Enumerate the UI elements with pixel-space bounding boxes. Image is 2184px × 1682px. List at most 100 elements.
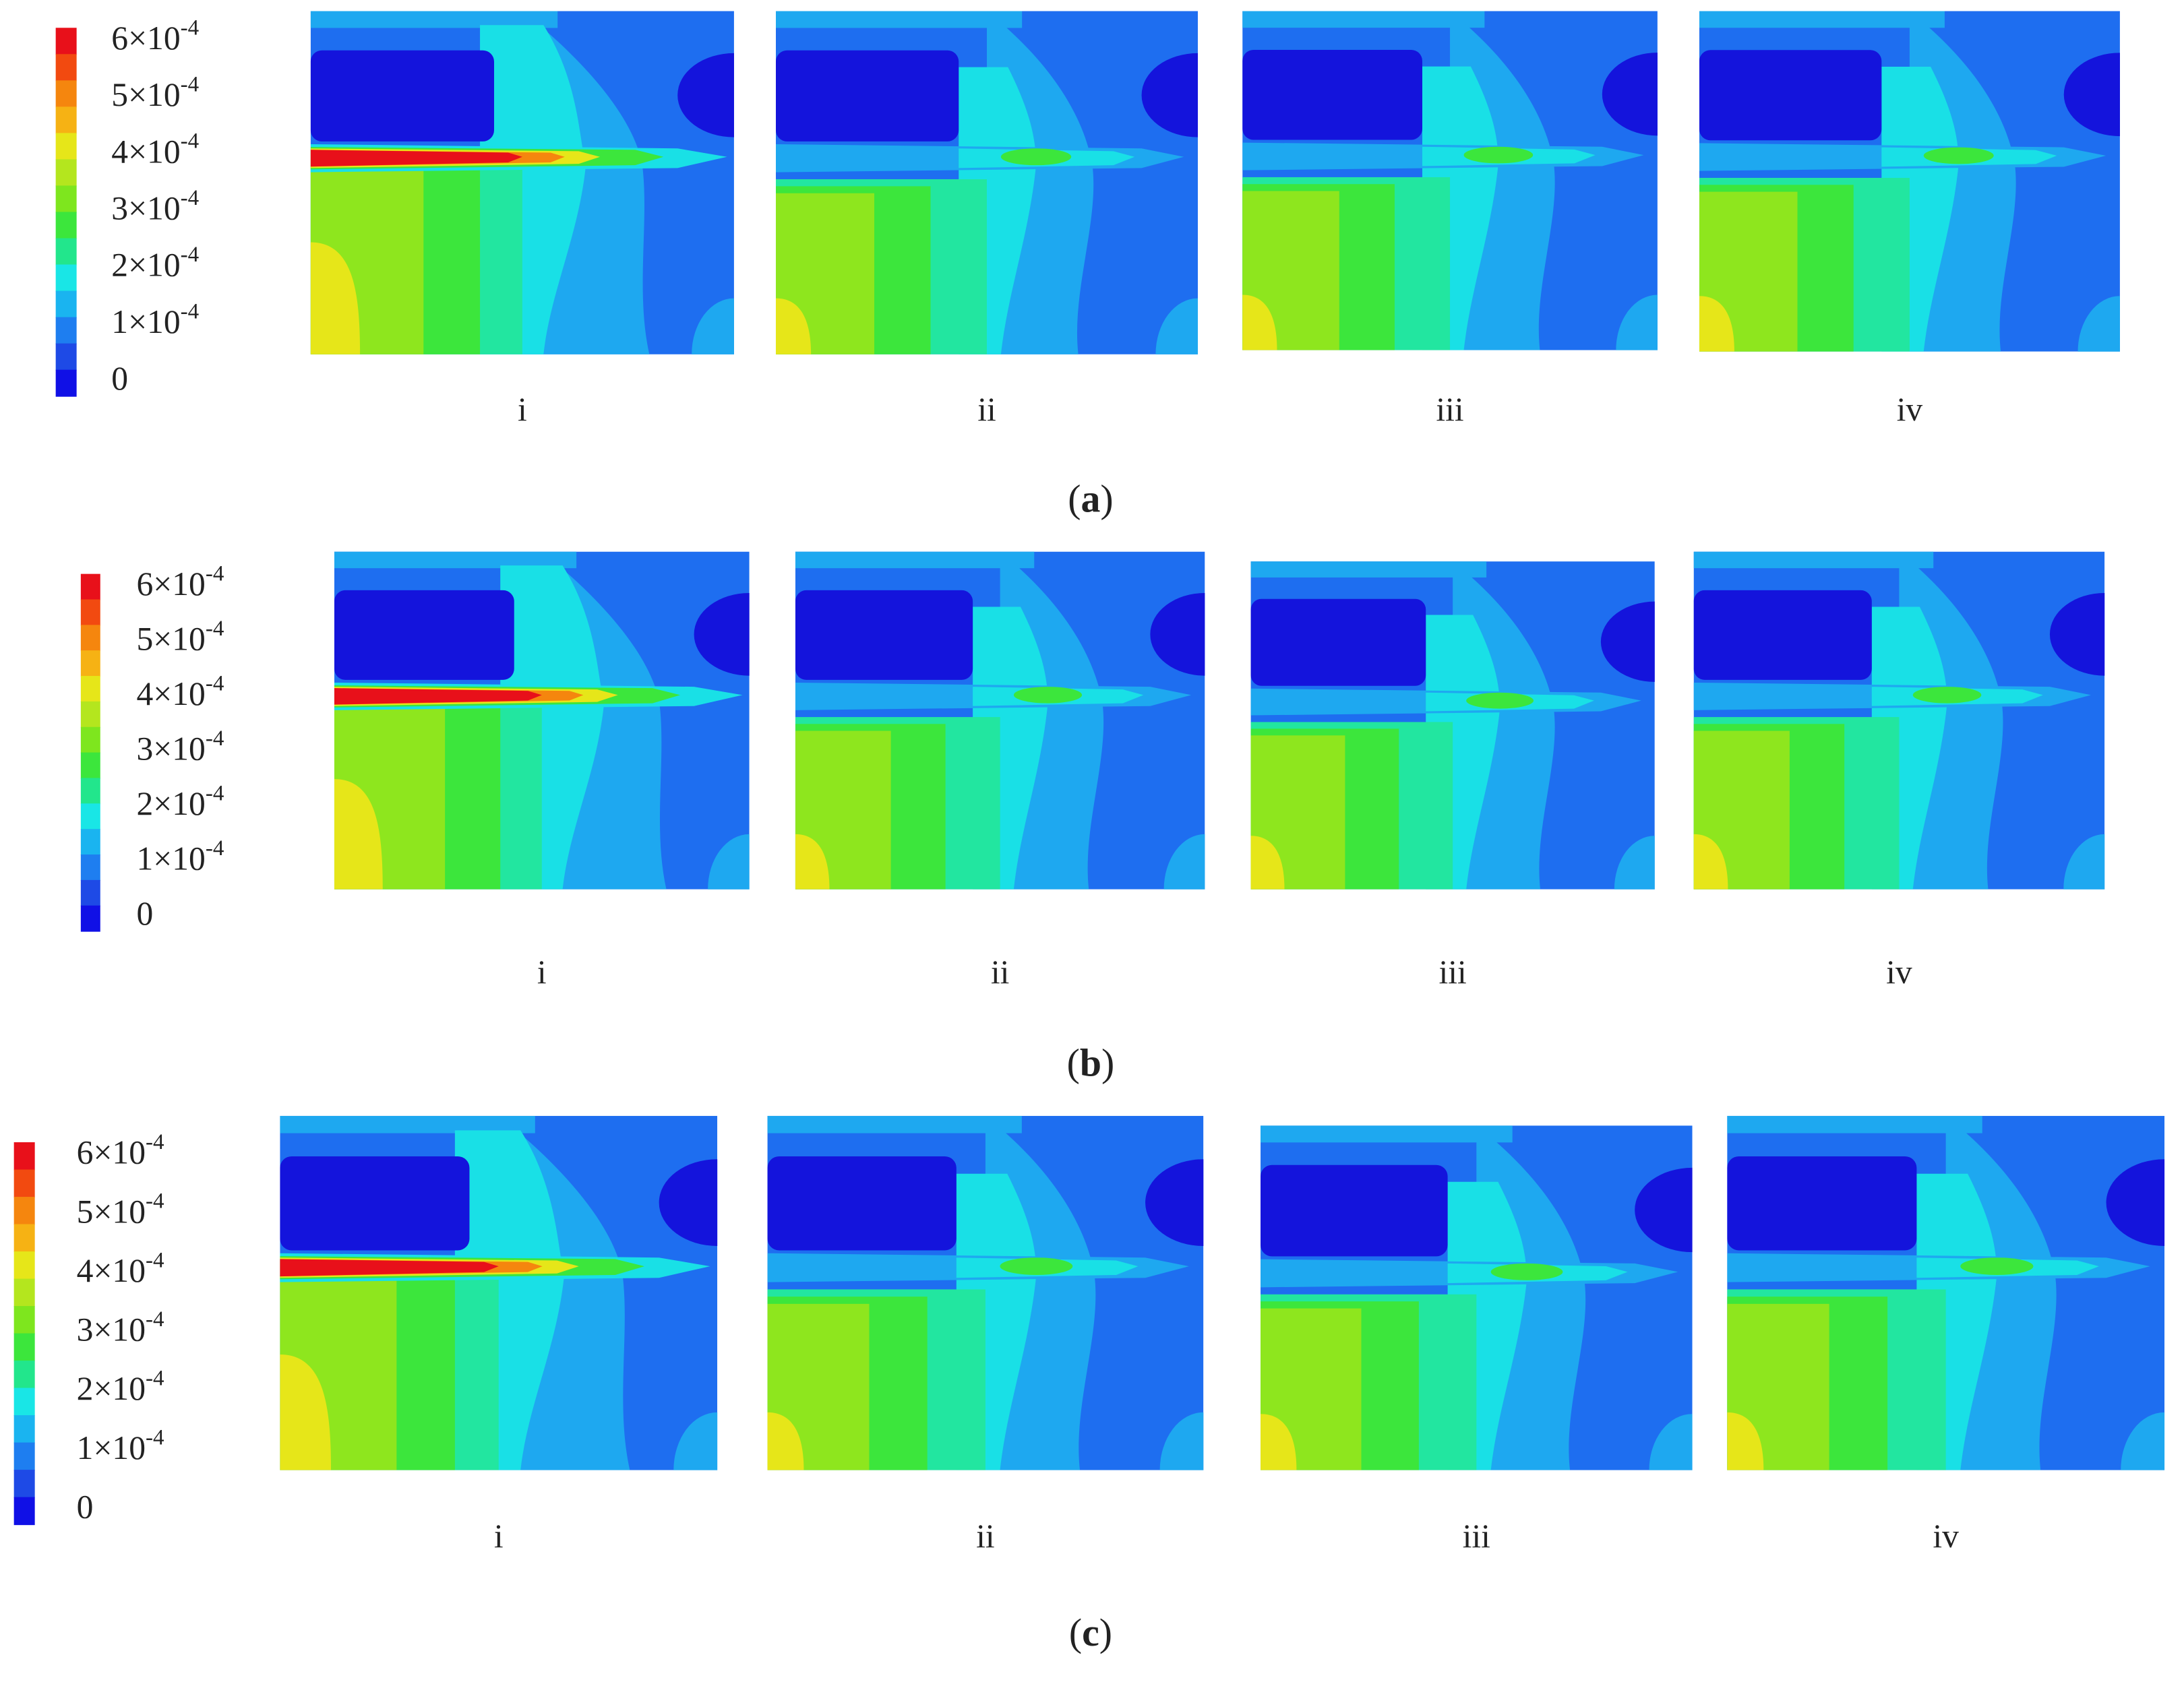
colorbar-band xyxy=(80,726,100,753)
panel-caption: (a) xyxy=(1068,478,1113,521)
label-exponent: -4 xyxy=(181,129,200,153)
label-base: 0 xyxy=(137,895,154,932)
caption-part: c xyxy=(1082,1611,1099,1654)
label-exponent: -4 xyxy=(181,72,200,96)
colorbar-label: 0 xyxy=(111,360,128,397)
colorbar-band xyxy=(13,1251,35,1280)
caption-part: ( xyxy=(1068,478,1081,521)
colorbar-label: 3×10-4 xyxy=(137,726,224,768)
colorbar-band xyxy=(55,290,77,318)
colorbar-band xyxy=(80,625,100,652)
colorbar-band xyxy=(13,1197,35,1225)
caption-part: ) xyxy=(1100,478,1113,521)
colorbar-label: 6×10-4 xyxy=(137,561,224,602)
colorbar-band xyxy=(13,1278,35,1307)
subplot-label: i xyxy=(537,954,547,991)
label-base: 2×10 xyxy=(111,247,180,284)
colorbar-band xyxy=(55,212,77,239)
label-base: 5×10 xyxy=(137,621,206,658)
label-base: 3×10 xyxy=(111,190,180,227)
subplot-label: ii xyxy=(976,1518,995,1555)
colorbar-band xyxy=(55,317,77,344)
label-base: 6×10 xyxy=(137,566,206,603)
colorbar-band xyxy=(80,829,100,856)
colorbar-band xyxy=(55,238,77,266)
label-exponent: -4 xyxy=(206,561,224,586)
caption-part: ( xyxy=(1069,1611,1082,1654)
label-exponent: -4 xyxy=(206,617,224,641)
colorbar-band xyxy=(13,1442,35,1471)
caption-part: ) xyxy=(1101,1042,1114,1085)
label-base: 4×10 xyxy=(111,133,180,170)
colorbar-band xyxy=(80,752,100,779)
label-exponent: -4 xyxy=(206,671,224,695)
colorbar-label: 1×10-4 xyxy=(77,1425,164,1466)
colorbar-band xyxy=(55,133,77,160)
colorbar-label: 0 xyxy=(137,895,154,932)
colorbar-label: 5×10-4 xyxy=(111,72,199,113)
contour-plot xyxy=(1699,11,2120,352)
contour-plot xyxy=(280,1115,718,1470)
colorbar-band xyxy=(55,185,77,213)
subplot-label: i xyxy=(494,1518,504,1555)
colorbar-label: 6×10-4 xyxy=(111,15,199,57)
colorbar-band xyxy=(80,803,100,830)
colorbar-label: 1×10-4 xyxy=(111,299,199,340)
colorbar-band xyxy=(13,1306,35,1334)
colorbar-band xyxy=(13,1169,35,1198)
label-base: 1×10 xyxy=(111,303,180,340)
contour-plot xyxy=(1242,11,1658,350)
colorbar-band xyxy=(13,1388,35,1416)
label-base: 0 xyxy=(77,1489,94,1526)
colorbar-band xyxy=(13,1333,35,1362)
label-base: 3×10 xyxy=(77,1311,146,1348)
colorbar-label: 2×10-4 xyxy=(77,1366,164,1407)
colorbar-label: 6×10-4 xyxy=(77,1130,164,1171)
subplot-label: iv xyxy=(1886,954,1912,991)
contour-plot xyxy=(795,551,1205,890)
colorbar-band xyxy=(80,854,100,881)
subplot-label: i xyxy=(518,391,527,428)
label-base: 1×10 xyxy=(77,1429,146,1466)
label-base: 4×10 xyxy=(77,1252,146,1289)
label-base: 4×10 xyxy=(137,676,206,713)
colorbar-band xyxy=(80,701,100,728)
label-base: 3×10 xyxy=(137,730,206,768)
colorbar-label: 0 xyxy=(77,1489,94,1526)
colorbar-band xyxy=(13,1142,35,1171)
caption-part: ( xyxy=(1067,1042,1080,1085)
colorbar-label: 4×10-4 xyxy=(77,1248,164,1289)
label-base: 0 xyxy=(111,360,128,397)
subplot-label: ii xyxy=(991,954,1010,991)
colorbar-band xyxy=(13,1361,35,1389)
colorbar-band xyxy=(55,54,77,82)
label-base: 2×10 xyxy=(77,1371,146,1408)
colorbar-band xyxy=(55,369,77,397)
colorbar-band xyxy=(55,106,77,134)
label-base: 5×10 xyxy=(77,1193,146,1231)
colorbar-label: 4×10-4 xyxy=(137,671,224,712)
label-exponent: -4 xyxy=(206,726,224,751)
subplot-label: iv xyxy=(1897,391,1923,428)
label-exponent: -4 xyxy=(181,299,200,323)
contour-plot xyxy=(1261,1125,1693,1470)
panel: 6×10-45×10-44×10-43×10-42×10-41×10-40i ii… xyxy=(13,1115,2165,1654)
colorbar-band xyxy=(55,264,77,292)
panel-caption: (c) xyxy=(1069,1611,1112,1654)
label-base: 2×10 xyxy=(137,785,206,822)
contour-plot xyxy=(1693,551,2105,890)
label-exponent: -4 xyxy=(146,1366,164,1390)
colorbar-band xyxy=(55,28,77,55)
subplot-label: ii xyxy=(977,391,996,428)
colorbar-band xyxy=(80,905,100,932)
label-exponent: -4 xyxy=(206,781,224,805)
caption-part: ) xyxy=(1099,1611,1112,1654)
label-exponent: -4 xyxy=(146,1425,164,1450)
colorbar-band xyxy=(55,159,77,187)
colorbar-band xyxy=(80,778,100,805)
colorbar-label: 2×10-4 xyxy=(137,781,224,822)
label-base: 6×10 xyxy=(111,20,180,57)
subplot-label: iii xyxy=(1436,391,1463,428)
colorbar-label: 4×10-4 xyxy=(111,129,199,170)
